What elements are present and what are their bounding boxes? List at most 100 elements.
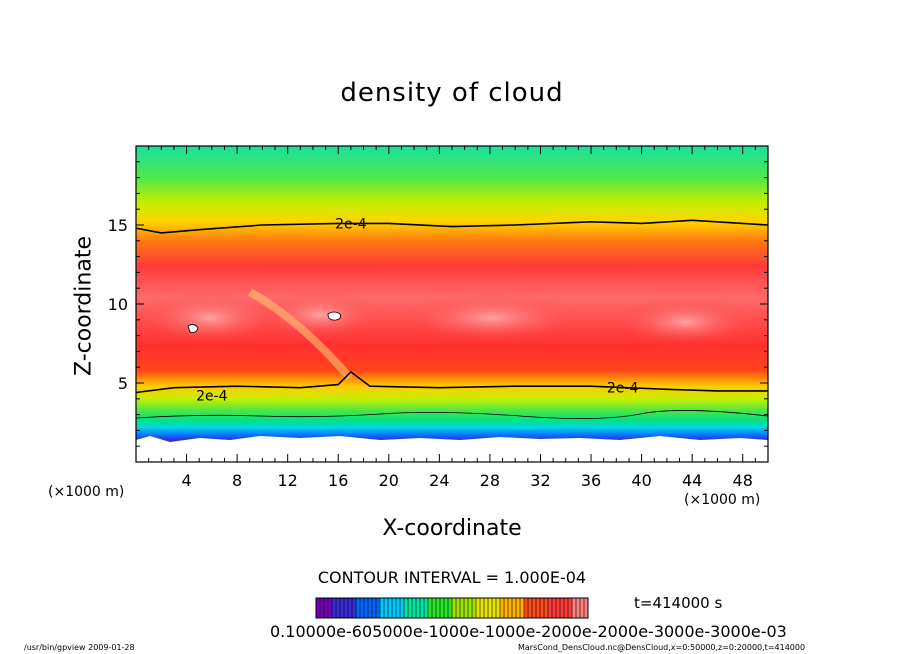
colorbar-frame bbox=[315, 597, 589, 619]
x-tick-label: 8 bbox=[232, 471, 242, 490]
colorbar-cell bbox=[536, 598, 540, 618]
x-tick-label: 40 bbox=[631, 471, 651, 490]
colorbar-cell bbox=[432, 598, 436, 618]
colorbar-cell bbox=[464, 598, 468, 618]
colorbar-cell bbox=[348, 598, 352, 618]
colorbar-cell bbox=[548, 598, 552, 618]
colorbar-cell bbox=[524, 598, 528, 618]
colorbar-cell bbox=[472, 598, 476, 618]
colorbar-cell bbox=[532, 598, 536, 618]
surface-band bbox=[136, 436, 768, 462]
colorbar-cell bbox=[444, 598, 448, 618]
colorbar-cell bbox=[356, 598, 360, 618]
x-tick-label: 28 bbox=[480, 471, 500, 490]
cloud-hole bbox=[187, 324, 199, 333]
colorbar-cell bbox=[332, 598, 336, 618]
colorbar-cell bbox=[388, 598, 392, 618]
contour-line-upper bbox=[136, 219, 768, 234]
contour-interval: CONTOUR INTERVAL = 1.000E-04 bbox=[317, 568, 587, 587]
x-axis-label: X-coordinate bbox=[382, 516, 522, 541]
heatmap-highlight bbox=[140, 292, 280, 344]
colorbar-cell bbox=[440, 598, 444, 618]
colorbar-cell bbox=[480, 598, 484, 618]
plume-streak bbox=[248, 288, 354, 381]
x-axis-ticks: 4 8 12 16 20 24 28 32 36 40 44 48 bbox=[148, 146, 756, 490]
colorbar-cell bbox=[580, 598, 584, 618]
x-axis-unit-right: (×1000 m) bbox=[684, 492, 761, 508]
footer-right: MarsCond_DensCloud.nc@DensCloud,x=0:5000… bbox=[518, 643, 806, 652]
colorbar-cell bbox=[340, 598, 344, 618]
x-tick-label: 12 bbox=[278, 471, 298, 490]
x-tick-label: 48 bbox=[733, 471, 753, 490]
colorbar-cell bbox=[320, 598, 324, 618]
time-label: t=414000 s bbox=[634, 594, 723, 612]
y-axis-label: Z-coordinate bbox=[71, 236, 97, 376]
heatmap-highlight bbox=[402, 294, 582, 342]
colorbar-cell bbox=[572, 598, 576, 618]
colorbar-cell bbox=[368, 598, 372, 618]
x-tick-label: 36 bbox=[581, 471, 601, 490]
colorbar-cell bbox=[540, 598, 544, 618]
colorbar-cell bbox=[468, 598, 472, 618]
colorbar-cell bbox=[584, 598, 588, 618]
chart-title: density of cloud bbox=[340, 78, 564, 108]
colorbar-cell bbox=[520, 598, 524, 618]
contour-label: 2e-4 bbox=[335, 216, 367, 232]
x-tick-label: 32 bbox=[530, 471, 550, 490]
colorbar-cell bbox=[396, 598, 400, 618]
colorbar-cell bbox=[560, 598, 564, 618]
cloud-hole bbox=[327, 311, 341, 321]
y-axis-ticks: 5 10 15 bbox=[108, 161, 768, 447]
colorbar-cell bbox=[364, 598, 368, 618]
colorbar-cell bbox=[392, 598, 396, 618]
heatmap-highlight bbox=[615, 298, 755, 346]
colorbar-cell bbox=[316, 598, 320, 618]
colorbar-cell bbox=[380, 598, 384, 618]
colorbar-cell bbox=[400, 598, 404, 618]
colorbar-cell bbox=[544, 598, 548, 618]
colorbar-cell bbox=[568, 598, 572, 618]
colorbar-cell bbox=[336, 598, 340, 618]
heatmap-field: 2e-4 2e-4 2e-4 bbox=[136, 146, 768, 462]
x-tick-label: 4 bbox=[181, 471, 191, 490]
thin-contour bbox=[136, 410, 768, 419]
colorbar-cell bbox=[416, 598, 420, 618]
x-tick-label: 24 bbox=[429, 471, 449, 490]
colorbar bbox=[315, 598, 588, 618]
x-axis-unit-left: (×1000 m) bbox=[48, 484, 125, 500]
colorbar-cell bbox=[408, 598, 412, 618]
colorbar-cell bbox=[352, 598, 356, 618]
colorbar-cell bbox=[448, 598, 452, 618]
contour-label: 2e-4 bbox=[607, 381, 639, 397]
x-tick-label: 44 bbox=[682, 471, 702, 490]
colorbar-cell bbox=[376, 598, 380, 618]
footer-left: /usr/bin/gpview 2009-01-28 bbox=[24, 643, 135, 652]
colorbar-cell bbox=[324, 598, 328, 618]
colorbar-cell bbox=[512, 598, 516, 618]
colorbar-cell bbox=[492, 598, 496, 618]
colorbar-tick-labels: 0.10000e-605000e-1000e-1000e-2000e-2000e… bbox=[270, 622, 787, 641]
colorbar-cell bbox=[360, 598, 364, 618]
colorbar-cell bbox=[404, 598, 408, 618]
colorbar-cell bbox=[412, 598, 416, 618]
colorbar-cell bbox=[504, 598, 508, 618]
colorbar-cell bbox=[508, 598, 512, 618]
colorbar-cell bbox=[452, 598, 456, 618]
colorbar-cell bbox=[328, 598, 332, 618]
colorbar-cell bbox=[436, 598, 440, 618]
colorbar-cell bbox=[344, 598, 348, 618]
colorbar-cell bbox=[500, 598, 504, 618]
contour-label: 2e-4 bbox=[196, 389, 228, 405]
colorbar-cell bbox=[456, 598, 460, 618]
colorbar-cell bbox=[516, 598, 520, 618]
heatmap-highlight bbox=[260, 291, 380, 339]
colorbar-cell bbox=[552, 598, 556, 618]
colorbar-cell bbox=[460, 598, 464, 618]
colorbar-cell bbox=[428, 598, 432, 618]
colorbar-cell bbox=[372, 598, 376, 618]
y-tick-label: 10 bbox=[108, 295, 128, 314]
colorbar-cell bbox=[424, 598, 428, 618]
x-tick-label: 20 bbox=[379, 471, 399, 490]
colorbar-cell bbox=[528, 598, 532, 618]
